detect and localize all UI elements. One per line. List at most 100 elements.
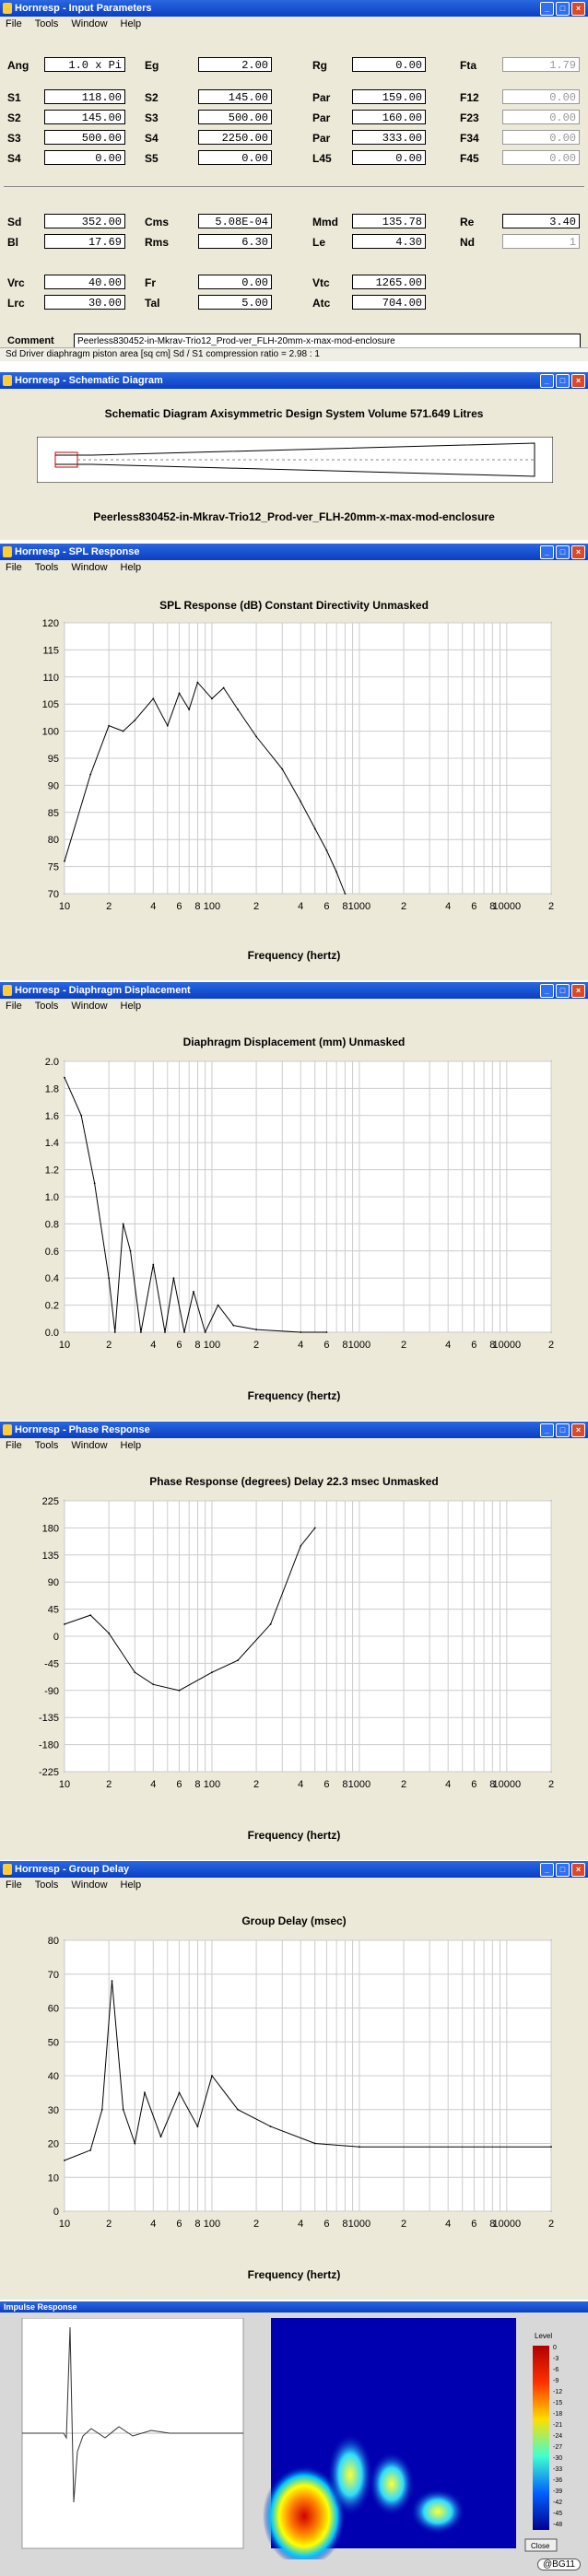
menu-help[interactable]: Help bbox=[120, 1001, 142, 1012]
y-tick-label: 0 bbox=[53, 2207, 59, 2218]
menubar: File Tools Window Help bbox=[0, 1878, 588, 1892]
menu-tools[interactable]: Tools bbox=[34, 562, 59, 573]
x-tick-label: 4 bbox=[150, 901, 156, 912]
data-point bbox=[152, 1263, 155, 1266]
menu-tools[interactable]: Tools bbox=[34, 1440, 59, 1451]
x-tick-label: 2 bbox=[106, 2219, 112, 2230]
menu-window[interactable]: Window bbox=[71, 562, 108, 573]
param-field-s3[interactable]: 500.00 bbox=[44, 130, 125, 145]
param-field-f12: 0.00 bbox=[502, 89, 580, 104]
menu-window[interactable]: Window bbox=[71, 1879, 108, 1891]
param-field-eg[interactable]: 2.00 bbox=[198, 57, 272, 72]
y-tick-label: 50 bbox=[48, 2037, 59, 2048]
data-point bbox=[122, 1223, 124, 1225]
watermark-badge: @BG11 bbox=[537, 2558, 581, 2570]
window-title: Hornresp - Phase Response bbox=[15, 1424, 150, 1435]
param-label-f45: F45 bbox=[460, 152, 479, 165]
param-field-bl[interactable]: 17.69 bbox=[44, 234, 125, 249]
param-field-s3[interactable]: 500.00 bbox=[198, 110, 272, 124]
param-field-s2[interactable]: 145.00 bbox=[198, 89, 272, 104]
param-field-sd[interactable]: 352.00 bbox=[44, 214, 125, 228]
menu-window[interactable]: Window bbox=[71, 18, 108, 29]
param-field-par[interactable]: 160.00 bbox=[352, 110, 426, 124]
param-field-par[interactable]: 333.00 bbox=[352, 130, 426, 145]
param-label-fta: Fta bbox=[460, 59, 476, 72]
param-field-le[interactable]: 4.30 bbox=[352, 234, 426, 249]
menu-file[interactable]: File bbox=[6, 1879, 22, 1891]
param-field-mmd[interactable]: 135.78 bbox=[352, 214, 426, 228]
comment-input[interactable]: Peerless830452-in-Mkrav-Trio12_Prod-ver_… bbox=[74, 334, 581, 348]
param-field-s4[interactable]: 0.00 bbox=[44, 150, 125, 165]
x-tick-label: 100 bbox=[204, 901, 220, 912]
menu-window[interactable]: Window bbox=[71, 1440, 108, 1451]
minimize-icon[interactable]: _ bbox=[540, 545, 554, 559]
level-tick-label: -12 bbox=[553, 2389, 562, 2395]
impulse-window: Impulse Response Level 0 -3 -6 -9 -12 -15 -18 -… bbox=[0, 2301, 588, 2576]
y-tick-label: 115 bbox=[42, 645, 59, 656]
maximize-icon[interactable]: □ bbox=[556, 1863, 570, 1877]
close-icon[interactable]: × bbox=[571, 984, 585, 998]
minimize-icon[interactable]: _ bbox=[540, 374, 554, 388]
close-icon[interactable]: × bbox=[571, 1863, 585, 1877]
param-field-rms[interactable]: 6.30 bbox=[198, 234, 272, 249]
menu-file[interactable]: File bbox=[6, 18, 22, 29]
window-title: Hornresp - Schematic Diagram bbox=[15, 375, 163, 386]
param-field-vtc[interactable]: 1265.00 bbox=[352, 275, 426, 289]
data-point bbox=[359, 2146, 360, 2149]
x-tick-label: 8 bbox=[342, 1340, 347, 1351]
maximize-icon[interactable]: □ bbox=[556, 545, 570, 559]
maximize-icon[interactable]: □ bbox=[556, 1423, 570, 1437]
close-icon[interactable]: × bbox=[571, 2, 585, 16]
param-field-ang[interactable]: 1.0 x Pi bbox=[44, 57, 125, 72]
y-tick-label: 20 bbox=[48, 2139, 59, 2150]
x-tick-label: 2 bbox=[253, 901, 259, 912]
minimize-icon[interactable]: _ bbox=[540, 2, 554, 16]
param-field-s5[interactable]: 0.00 bbox=[198, 150, 272, 165]
param-field-fr[interactable]: 0.00 bbox=[198, 275, 272, 289]
menu-tools[interactable]: Tools bbox=[34, 1001, 59, 1012]
menu-tools[interactable]: Tools bbox=[34, 1879, 59, 1891]
menu-window[interactable]: Window bbox=[71, 1001, 108, 1012]
minimize-icon[interactable]: _ bbox=[540, 984, 554, 998]
x-tick-label: 6 bbox=[323, 901, 329, 912]
param-label-s2: S2 bbox=[7, 111, 21, 124]
y-tick-label: 120 bbox=[42, 618, 59, 629]
x-tick-label: 2 bbox=[548, 1340, 554, 1351]
x-tick-label: 2 bbox=[548, 1779, 554, 1790]
menu-help[interactable]: Help bbox=[120, 1879, 142, 1891]
param-label-f12: F12 bbox=[460, 91, 479, 104]
data-point bbox=[193, 1291, 194, 1293]
param-field-lrc[interactable]: 30.00 bbox=[44, 295, 125, 310]
menu-tools[interactable]: Tools bbox=[34, 18, 59, 29]
minimize-icon[interactable]: _ bbox=[540, 1423, 554, 1437]
maximize-icon[interactable]: □ bbox=[556, 374, 570, 388]
param-field-tal[interactable]: 5.00 bbox=[198, 295, 272, 310]
param-field-s4[interactable]: 2250.00 bbox=[198, 130, 272, 145]
param-field-vrc[interactable]: 40.00 bbox=[44, 275, 125, 289]
menu-file[interactable]: File bbox=[6, 562, 22, 573]
param-field-s2[interactable]: 145.00 bbox=[44, 110, 125, 124]
param-field-re[interactable]: 3.40 bbox=[502, 214, 580, 228]
menu-file[interactable]: File bbox=[6, 1001, 22, 1012]
param-field-cms[interactable]: 5.08E-04 bbox=[198, 214, 272, 228]
close-icon[interactable]: × bbox=[571, 545, 585, 559]
maximize-icon[interactable]: □ bbox=[556, 2, 570, 16]
x-tick-label: 2 bbox=[106, 1340, 112, 1351]
close-icon[interactable]: × bbox=[571, 374, 585, 388]
param-field-l45[interactable]: 0.00 bbox=[352, 150, 426, 165]
param-label-s4: S4 bbox=[145, 132, 159, 145]
menu-help[interactable]: Help bbox=[120, 1440, 142, 1451]
chart-heading: SPL Response (dB) Constant Directivity U… bbox=[159, 599, 429, 612]
menu-help[interactable]: Help bbox=[120, 18, 142, 29]
param-field-par[interactable]: 159.00 bbox=[352, 89, 426, 104]
x-tick-label: 6 bbox=[323, 1340, 329, 1351]
param-field-s1[interactable]: 118.00 bbox=[44, 89, 125, 104]
menu-help[interactable]: Help bbox=[120, 562, 142, 573]
minimize-icon[interactable]: _ bbox=[540, 1863, 554, 1877]
close-icon[interactable]: × bbox=[571, 1423, 585, 1437]
maximize-icon[interactable]: □ bbox=[556, 984, 570, 998]
param-field-atc[interactable]: 704.00 bbox=[352, 295, 426, 310]
param-label-par: Par bbox=[312, 91, 331, 104]
param-field-rg[interactable]: 0.00 bbox=[352, 57, 426, 72]
menu-file[interactable]: File bbox=[6, 1440, 22, 1451]
